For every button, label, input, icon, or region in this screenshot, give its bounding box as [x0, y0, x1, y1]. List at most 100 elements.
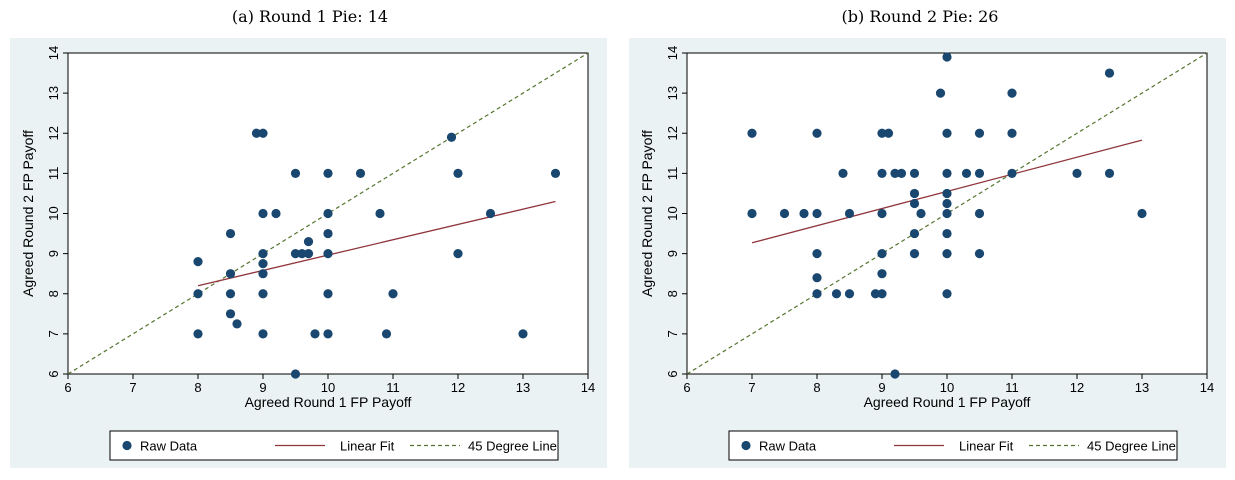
data-point — [375, 208, 385, 219]
data-point — [942, 168, 952, 178]
data-point — [812, 249, 822, 259]
data-point — [381, 329, 392, 339]
data-point — [1137, 208, 1147, 219]
data-point — [812, 208, 822, 219]
data-point — [323, 208, 333, 219]
data-point — [446, 132, 457, 142]
data-point — [942, 228, 952, 239]
data-point — [258, 329, 268, 339]
x-tick-label: 6 — [64, 380, 71, 395]
data-point — [909, 198, 920, 209]
data-point — [258, 289, 268, 299]
data-point — [323, 228, 333, 239]
data-point — [942, 198, 952, 209]
data-point — [909, 188, 920, 199]
data-point — [877, 208, 887, 219]
data-point — [942, 249, 952, 259]
chart-caption-a: (a) Round 1 Pie: 14 — [231, 7, 389, 26]
legend-raw-data-label: Raw Data — [140, 439, 198, 454]
y-tick-label: 8 — [665, 290, 680, 297]
data-point — [812, 273, 822, 283]
data-point — [310, 329, 320, 339]
x-tick-label: 6 — [683, 380, 690, 395]
data-point — [942, 188, 952, 199]
x-tick-label: 8 — [813, 380, 820, 395]
data-point — [323, 329, 333, 339]
data-point — [812, 128, 822, 138]
data-point — [323, 249, 333, 259]
linear-fit-line — [197, 200, 556, 287]
data-point — [453, 168, 463, 178]
data-point — [974, 168, 985, 178]
data-point — [942, 52, 952, 62]
data-point — [747, 208, 757, 219]
x-tick-label: 9 — [259, 380, 266, 395]
chart-b-svg: 6 7 8 9 10 11 12 13 14 6 7 8 9 10 11 12 13 14 Agreed Round… — [629, 38, 1226, 468]
x-tick-label: 10 — [940, 380, 954, 395]
data-point — [942, 128, 952, 138]
data-point — [890, 369, 900, 379]
legend-raw-data-marker — [741, 440, 751, 451]
x-tick-label: 10 — [321, 380, 335, 395]
y-tick-label: 7 — [46, 330, 61, 337]
legend-linear-fit-label: Linear Fit — [959, 439, 1014, 454]
data-point — [974, 208, 985, 219]
y-tick-label: 12 — [665, 126, 680, 140]
legend: Raw Data Linear Fit 45 Degree Line — [728, 430, 1178, 461]
data-point — [355, 168, 366, 178]
data-point — [290, 249, 301, 259]
data-point — [1007, 128, 1017, 138]
y-axis-label: Agreed Round 2 FP Payoff — [639, 130, 655, 297]
chart-panel-b: 6 7 8 9 10 11 12 13 14 6 7 8 9 10 11 12 13 14 Agreed Round… — [629, 38, 1226, 468]
data-point — [935, 88, 946, 98]
data-point — [961, 168, 972, 178]
data-point — [838, 168, 848, 178]
y-tick-label: 8 — [46, 290, 61, 297]
diagonal-line — [67, 52, 589, 375]
data-point — [1104, 68, 1115, 78]
diagonal-line — [686, 52, 1208, 375]
data-point — [193, 257, 203, 267]
x-tick-label: 7 — [748, 380, 755, 395]
y-tick-label: 6 — [665, 370, 680, 377]
data-point — [877, 289, 887, 299]
data-point — [877, 249, 887, 259]
data-point — [290, 168, 301, 178]
y-tick-label: 6 — [46, 370, 61, 377]
data-point — [232, 319, 242, 329]
data-point — [193, 289, 203, 299]
data-point — [453, 249, 463, 259]
data-point — [225, 309, 236, 319]
data-point — [799, 208, 809, 219]
data-point — [303, 249, 314, 259]
y-tick-label: 7 — [665, 330, 680, 337]
x-tick-label: 9 — [878, 380, 885, 395]
x-tick-label: 12 — [451, 380, 465, 395]
y-tick-label: 14 — [46, 46, 61, 60]
x-tick-label: 14 — [581, 380, 595, 395]
data-point — [1007, 88, 1017, 98]
data-point — [974, 128, 985, 138]
data-point — [896, 168, 907, 178]
x-tick-label: 12 — [1070, 380, 1084, 395]
data-point — [909, 249, 920, 259]
data-point — [225, 289, 236, 299]
y-tick-label: 12 — [46, 126, 61, 140]
y-tick-label: 13 — [46, 86, 61, 100]
data-point — [974, 249, 985, 259]
data-point — [877, 269, 887, 279]
data-point — [831, 289, 842, 299]
data-point — [779, 208, 790, 219]
x-tick-label: 8 — [194, 380, 201, 395]
data-point — [225, 269, 236, 279]
legend-raw-data-label: Raw Data — [759, 439, 817, 454]
legend: Raw Data Linear Fit 45 Degree Line — [109, 430, 559, 461]
data-point — [258, 269, 268, 279]
x-tick-label: 14 — [1200, 380, 1214, 395]
data-point — [297, 249, 307, 259]
data-point — [193, 329, 203, 339]
data-point — [844, 208, 855, 219]
data-point — [942, 289, 952, 299]
data-point — [225, 228, 236, 239]
legend-box — [728, 430, 1178, 461]
